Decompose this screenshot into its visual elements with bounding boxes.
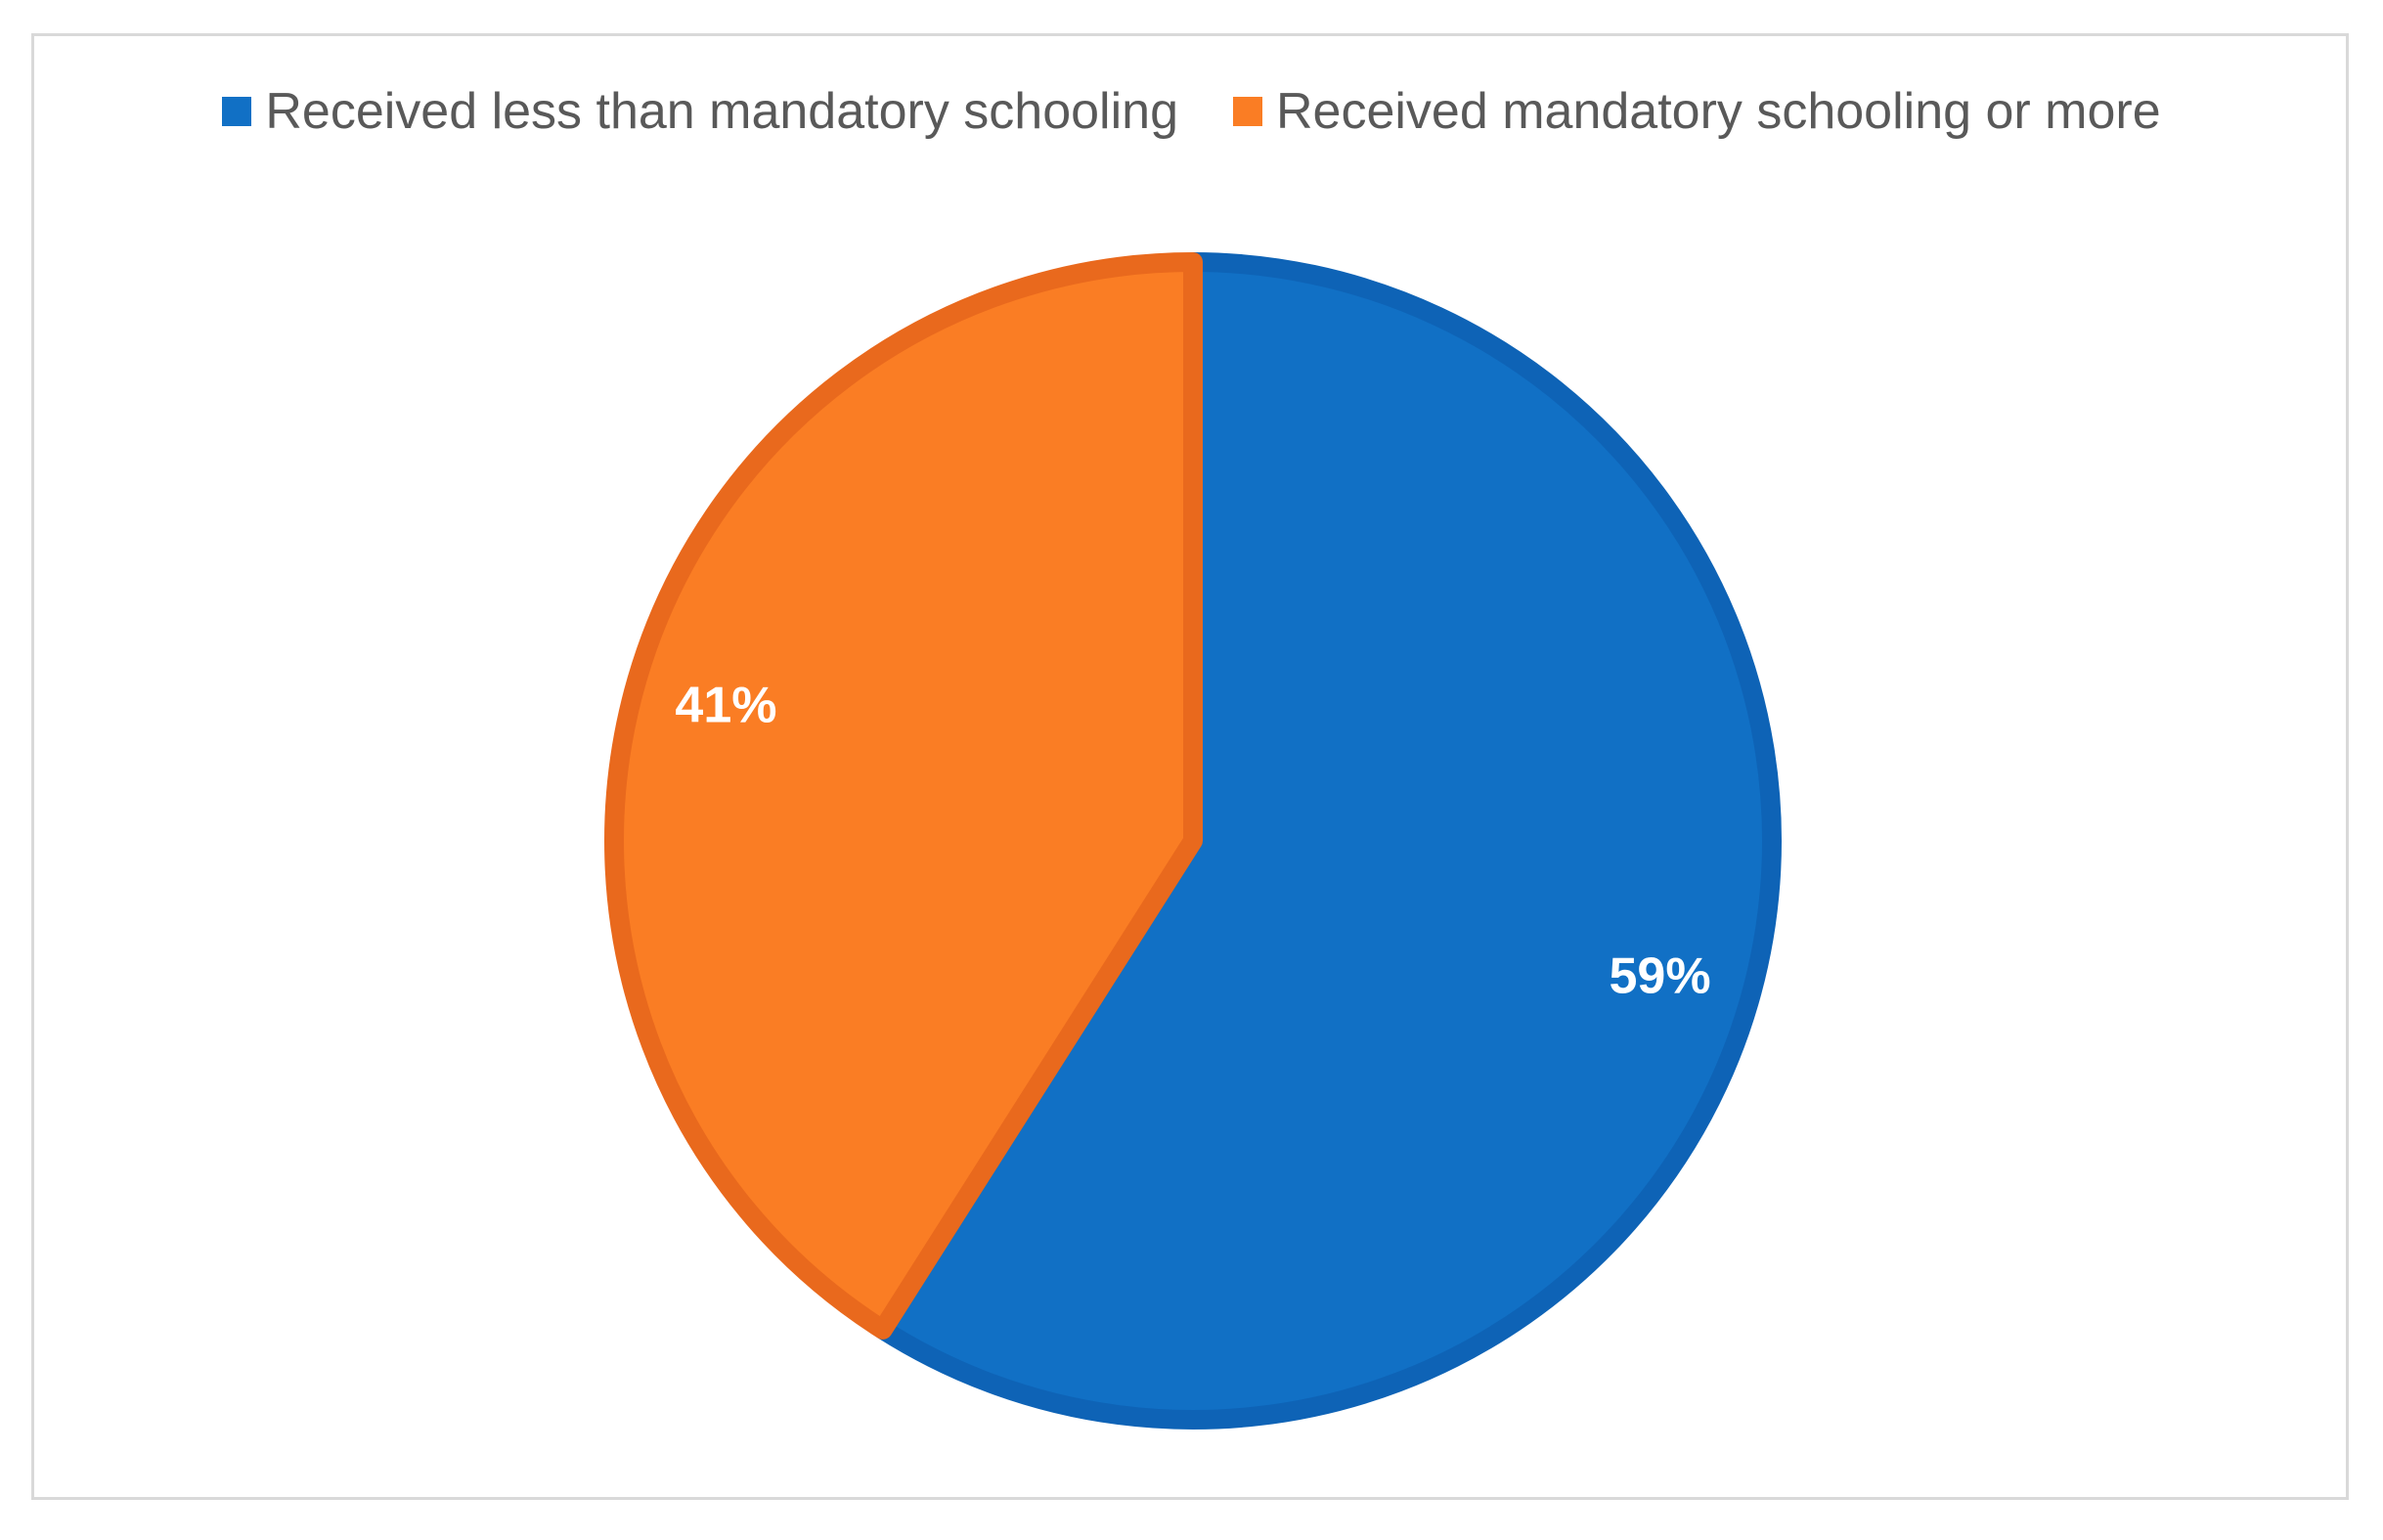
data-label-mandatory-or-more: 41% [675,677,776,733]
pie-slice-mandatory-or-more [604,252,1203,1340]
legend-swatch-mandatory-or-more [1232,97,1262,126]
legend-item-less-than-mandatory: Received less than mandatory schooling [222,82,1178,141]
legend-label-mandatory-or-more: Received mandatory schooling or more [1275,83,2161,140]
legend: Received less than mandatory schooling R… [0,82,2383,141]
data-label-less-than-mandatory: 59% [1609,948,1710,1005]
pie-slice-less-than-mandatory [872,252,1782,1430]
legend-item-mandatory-or-more: Received mandatory schooling or more [1232,82,2161,141]
legend-swatch-less-than-mandatory [222,97,252,126]
legend-label-less-than-mandatory: Received less than mandatory schooling [265,83,1178,140]
